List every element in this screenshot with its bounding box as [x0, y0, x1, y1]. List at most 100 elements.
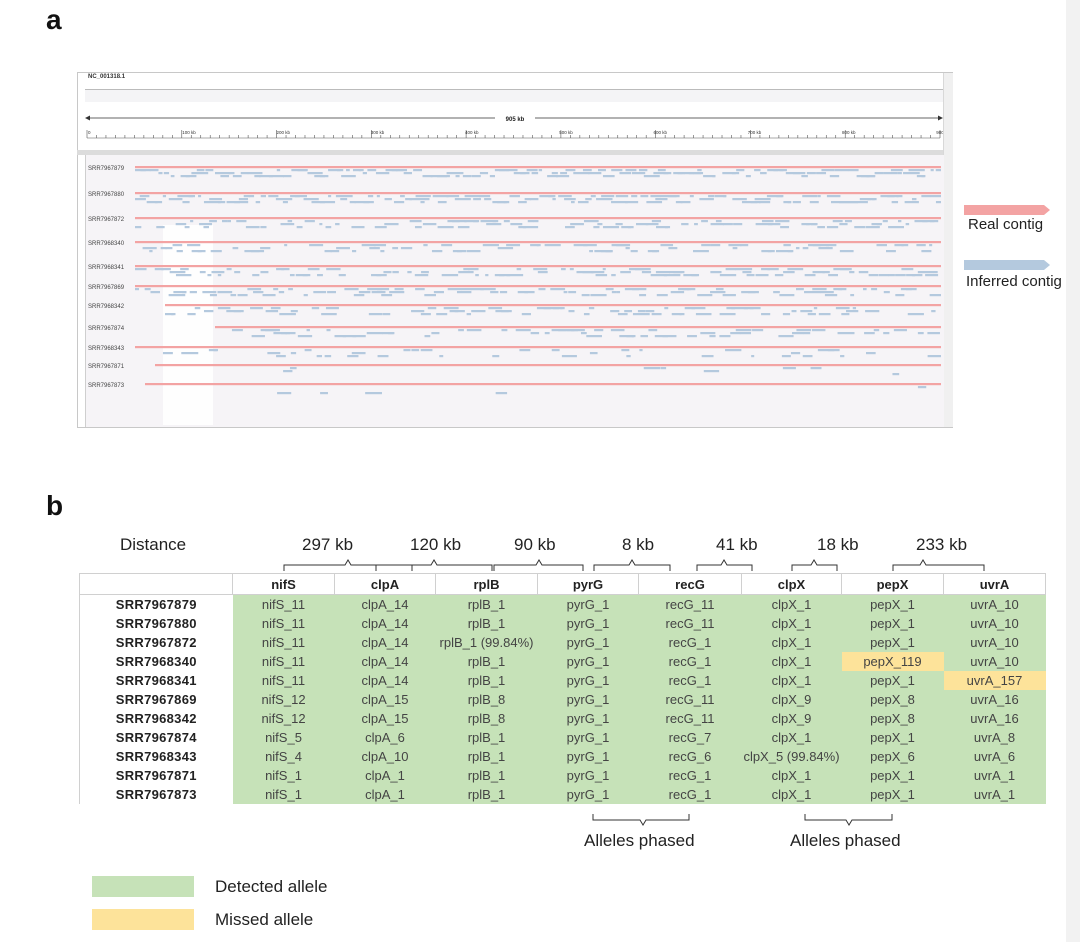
inferred-contig	[220, 175, 230, 178]
inferred-contig	[916, 175, 926, 178]
gene-header: clpA	[334, 573, 436, 595]
inferred-contig	[866, 175, 875, 178]
inferred-contig	[927, 332, 940, 335]
inferred-contig	[735, 329, 752, 332]
inferred-contig	[139, 195, 150, 198]
inferred-contig	[165, 313, 174, 316]
inferred-contig	[776, 195, 783, 198]
allele-cell: nifS_12	[232, 690, 335, 709]
inferred-contig	[783, 271, 795, 274]
inferred-contig	[498, 169, 510, 172]
inferred-contig	[663, 172, 672, 175]
inferred-contig	[245, 226, 260, 229]
inferred-contig	[473, 220, 478, 223]
allele-cell: pyrG_1	[537, 728, 639, 747]
inferred-contig	[285, 332, 296, 335]
inferred-contig	[160, 247, 167, 250]
inferred-contig	[804, 291, 822, 294]
inferred-contig	[547, 175, 558, 178]
inferred-contig	[615, 195, 629, 198]
inferred-contig	[693, 172, 704, 175]
inferred-contig	[396, 169, 404, 172]
inferred-contig	[632, 313, 650, 316]
inferred-contig	[795, 288, 804, 291]
inferred-contig	[565, 169, 576, 172]
inferred-contig	[654, 335, 668, 338]
inferred-contig	[236, 220, 247, 223]
inferred-contig	[203, 310, 214, 313]
allele-cell: recG_11	[638, 709, 742, 728]
inferred-contig	[697, 294, 713, 297]
track-sample-label: SRR7968343	[88, 346, 125, 352]
allele-cell: clpA_15	[334, 690, 436, 709]
inferred-contig	[544, 244, 561, 247]
inferred-contig	[463, 268, 470, 271]
inferred-contig	[196, 169, 205, 172]
inferred-contig	[203, 226, 209, 229]
inferred-contig	[424, 294, 436, 297]
allele-cell: nifS_4	[232, 747, 335, 766]
inferred-contig	[700, 332, 716, 335]
inferred-contig	[731, 172, 740, 175]
panel-b-letter: b	[46, 490, 64, 521]
inferred-contig	[253, 291, 264, 294]
inferred-contig	[624, 288, 640, 291]
inferred-contig	[427, 307, 437, 310]
inferred-contig	[710, 223, 724, 226]
inferred-contig	[779, 294, 795, 297]
inferred-contig	[262, 294, 276, 297]
inferred-contig	[755, 223, 773, 226]
inferred-contig	[896, 195, 903, 198]
allele-cell: pyrG_1	[537, 652, 639, 671]
inferred-contig	[389, 291, 405, 294]
inferred-contig	[555, 175, 570, 178]
table-row: SRR7968342 nifS_12 clpA_15 rplB_8 pyrG_1 recG…	[79, 709, 1046, 728]
inferred-contig	[464, 220, 480, 223]
inferred-contig	[466, 250, 481, 253]
inferred-contig	[631, 172, 646, 175]
allele-cell: nifS_1	[232, 766, 335, 785]
inferred-contig	[485, 274, 489, 277]
inferred-contig	[883, 332, 890, 335]
inferred-contig	[518, 201, 527, 204]
inferred-contig	[650, 195, 662, 198]
inferred-contig	[437, 201, 447, 204]
allele-cell: pepX_1	[841, 728, 944, 747]
inferred-contig	[871, 198, 875, 201]
inferred-contig	[446, 195, 460, 198]
inferred-contig	[743, 307, 754, 310]
allele-cell: pyrG_1	[537, 594, 639, 614]
inferred-contig	[817, 195, 821, 198]
inferred-contig	[479, 172, 489, 175]
inferred-contig	[282, 175, 292, 178]
allele-cell: clpX_1	[741, 594, 842, 614]
inferred-contig	[639, 349, 643, 352]
inferred-contig	[283, 370, 293, 373]
inferred-contig	[929, 294, 941, 297]
inferred-contig-arrow	[964, 260, 1050, 270]
inferred-contig	[480, 220, 497, 223]
allele-cell: uvrA_10	[943, 594, 1046, 614]
inferred-contig	[767, 268, 779, 271]
sample-id: SRR7967880	[79, 614, 233, 633]
inferred-contig	[415, 195, 431, 198]
inferred-contig	[916, 244, 926, 247]
allele-cell: recG_1	[638, 766, 742, 785]
inferred-contig	[144, 288, 151, 291]
inferred-contig	[722, 294, 736, 297]
inferred-contig	[561, 355, 577, 358]
inferred-contig	[892, 373, 900, 376]
track-sample-label: SRR7968342	[88, 304, 125, 310]
inferred-contig	[260, 271, 269, 274]
inferred-contig	[684, 307, 696, 310]
allele-cell: pyrG_1	[537, 671, 639, 690]
inferred-contig	[366, 332, 383, 335]
inferred-contig	[328, 195, 332, 198]
inferred-contig	[569, 268, 574, 271]
inferred-contig	[250, 250, 265, 253]
inferred-contig	[611, 201, 628, 204]
inferred-contig	[697, 169, 702, 172]
inferred-contig	[903, 172, 920, 175]
inferred-contig	[878, 274, 889, 277]
inferred-contig	[774, 274, 784, 277]
